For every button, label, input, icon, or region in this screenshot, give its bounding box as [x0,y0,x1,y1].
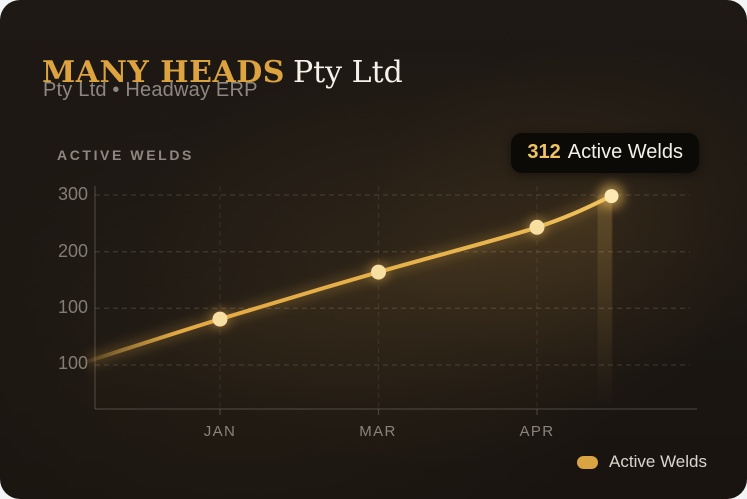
company-name: MANY HEADS [42,55,285,91]
breadcrumb: Pty Ltd • Headway ERP [43,79,258,101]
data-point-marker-end[interactable] [604,189,619,204]
data-point-marker[interactable] [529,219,545,235]
company-suffix: Pty Ltd [292,55,403,91]
legend-item-active-welds[interactable]: Active Welds [577,452,707,472]
active-welds-badge: 312 Active Welds [511,133,699,173]
x-axis-tick-label: APR [519,423,555,440]
chart-title: ACTIVE WELDS [57,147,194,163]
y-axis-tick-label: 200 [57,241,88,261]
y-axis-tick-label: 300 [57,184,88,204]
data-point-marker[interactable] [371,264,386,280]
y-axis-tick-label: 100 [57,297,88,317]
legend-label: Active Welds [609,452,707,471]
y-axis-tick-label: 100 [57,353,88,373]
x-axis-tick-label: MAR [359,423,397,440]
badge-value: 312 [527,141,561,163]
endpoint-light-band [597,196,613,409]
x-axis-tick-label: JAN [203,423,237,440]
data-point-marker[interactable] [212,311,228,327]
legend-swatch-icon [577,455,599,469]
badge-label: Active Welds [567,141,683,163]
page-title: MANY HEADS Pty Ltd [42,56,403,90]
area-glow [88,196,612,409]
